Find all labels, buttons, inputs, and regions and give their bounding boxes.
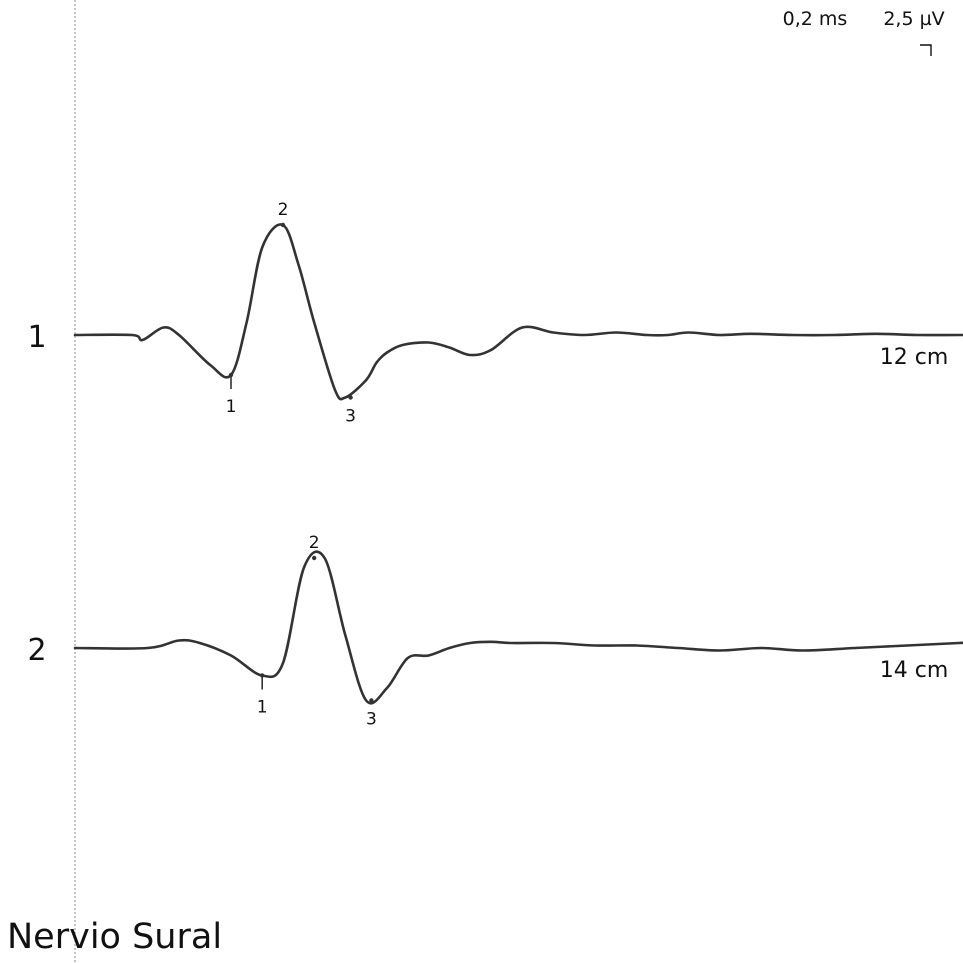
chart-title: Nervio Sural — [7, 917, 222, 957]
marker-1-label: 1 — [226, 397, 237, 417]
marker-2-point — [312, 555, 317, 561]
scale-bar-icon — [920, 44, 932, 56]
trace-1-distance: 12 cm — [880, 345, 949, 370]
trace-2-label: 2 — [27, 633, 46, 668]
marker-3-label: 3 — [345, 407, 356, 427]
trace-1-label: 1 — [27, 320, 46, 355]
time-scale-label: 0,2 ms — [783, 8, 848, 30]
amplitude-scale-label: 2,5 µV — [883, 8, 944, 30]
marker-2-label: 2 — [278, 200, 289, 220]
marker-2-label: 2 — [309, 533, 320, 553]
marker-3-label: 3 — [366, 710, 377, 730]
traces-group: 1 12 cm 1 2 3 2 14 cm 1 2 3 — [27, 200, 963, 730]
marker-3-point — [369, 698, 374, 703]
marker-3-point — [348, 395, 353, 400]
trace-1-line — [73, 223, 963, 401]
marker-2-point — [280, 222, 286, 228]
trace-2-distance: 14 cm — [880, 658, 949, 683]
marker-1-label: 1 — [257, 698, 268, 718]
trace-2-line — [73, 550, 963, 705]
